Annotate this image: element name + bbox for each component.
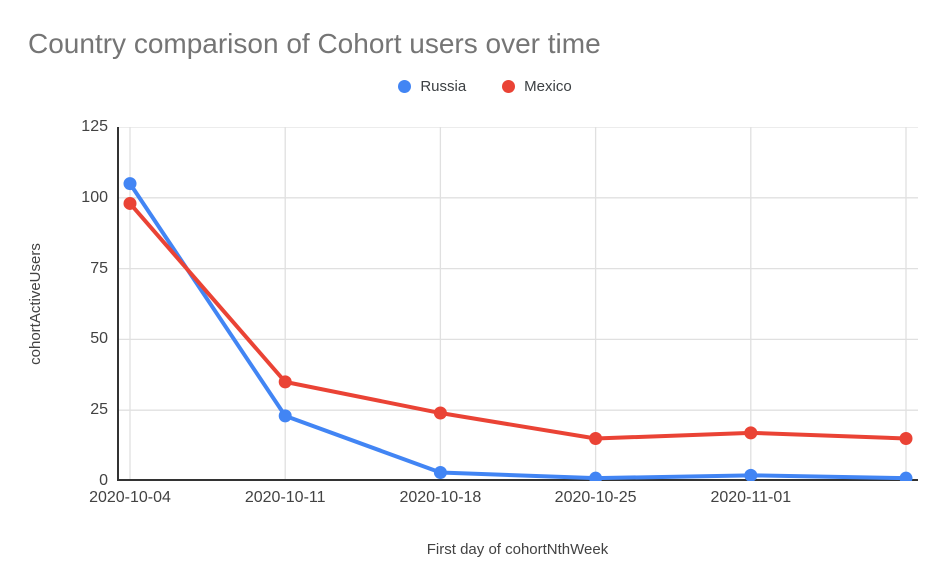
data-point-russia[interactable] bbox=[278, 409, 292, 423]
data-point-mexico[interactable] bbox=[433, 406, 447, 420]
plot-area bbox=[117, 127, 918, 481]
data-point-mexico[interactable] bbox=[123, 196, 137, 210]
x-tick-label: 2020-10-25 bbox=[554, 489, 637, 506]
legend-swatch-icon bbox=[398, 79, 412, 93]
y-tick-label: 125 bbox=[81, 118, 108, 135]
legend-swatch-icon bbox=[502, 79, 516, 93]
data-point-russia[interactable] bbox=[433, 466, 447, 480]
data-point-mexico[interactable] bbox=[744, 426, 758, 440]
chart-title: Country comparison of Cohort users over … bbox=[28, 28, 601, 59]
x-tick-label: 2020-10-18 bbox=[399, 489, 482, 506]
data-point-russia[interactable] bbox=[899, 471, 913, 481]
y-axis-title: cohortActiveUsers bbox=[27, 243, 44, 365]
data-point-mexico[interactable] bbox=[278, 375, 292, 389]
series-line-mexico bbox=[128, 201, 908, 441]
series-line-russia bbox=[128, 181, 908, 481]
data-point-russia[interactable] bbox=[744, 468, 758, 481]
y-tick-label: 25 bbox=[90, 401, 108, 419]
legend: Russia Mexico bbox=[25, 76, 945, 96]
data-point-mexico[interactable] bbox=[589, 432, 603, 446]
y-tick-label: 50 bbox=[90, 330, 108, 348]
data-point-russia[interactable] bbox=[589, 471, 603, 481]
legend-label: Mexico bbox=[524, 77, 572, 95]
legend-label: Russia bbox=[420, 77, 467, 95]
y-tick-label: 100 bbox=[81, 188, 108, 206]
data-point-russia[interactable] bbox=[123, 177, 137, 191]
x-tick-label: 2020-10-11 bbox=[244, 489, 326, 506]
x-tick-label: 2020-11-01 bbox=[710, 489, 792, 506]
series-group bbox=[123, 177, 913, 481]
x-tick-label: 2020-10-04 bbox=[89, 489, 171, 506]
legend-item-russia[interactable]: Russia bbox=[398, 78, 466, 95]
x-axis-title: First day of cohortNthWeek bbox=[426, 541, 609, 558]
legend-item-mexico[interactable]: Mexico bbox=[502, 78, 572, 95]
y-tick-label: 75 bbox=[90, 259, 108, 277]
data-point-mexico[interactable] bbox=[899, 432, 913, 446]
y-tick-label: 0 bbox=[99, 472, 108, 489]
